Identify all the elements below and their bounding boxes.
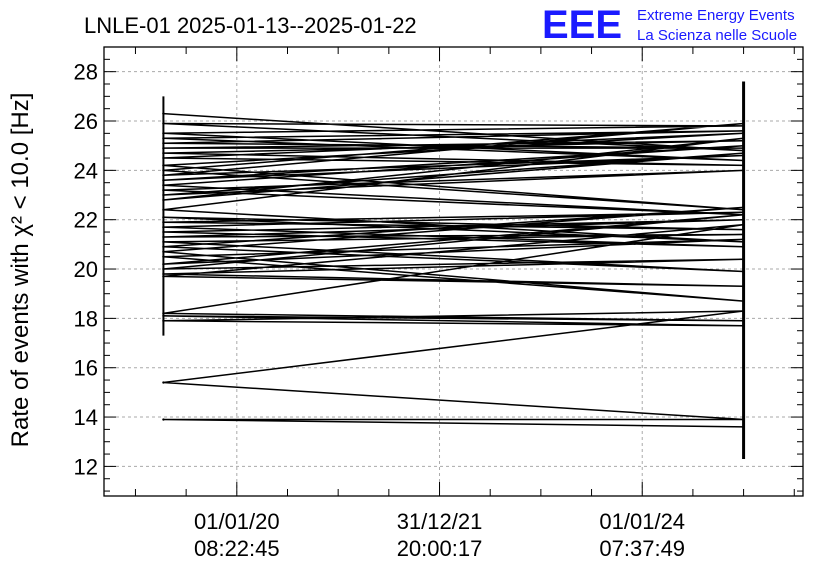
data-point <box>742 245 745 249</box>
data-point <box>162 319 165 323</box>
x-tick-label-date: 01/01/20 <box>194 509 280 534</box>
grid <box>104 47 803 496</box>
data-point <box>742 299 745 303</box>
data-point <box>742 285 745 288</box>
eee-logo: EEE <box>542 3 622 47</box>
x-tick-label-date: 31/12/21 <box>397 509 483 534</box>
y-tick-label: 20 <box>74 257 98 282</box>
labels: LNLE-01 2025-01-13--2025-01-22 EEE Extre… <box>7 3 797 447</box>
data-point <box>162 240 165 244</box>
data-point <box>742 240 745 244</box>
data-point <box>162 112 165 115</box>
data-point <box>162 169 165 172</box>
data-point <box>162 312 165 315</box>
data-point <box>162 179 165 182</box>
plot-frame <box>103 46 804 497</box>
x-tick-label-time: 07:37:49 <box>599 536 685 561</box>
data-point <box>742 137 745 140</box>
brand-name-line2: La Scienza nelle Scuole <box>637 27 797 44</box>
data-point <box>742 213 745 216</box>
y-tick-label: 24 <box>74 158 98 183</box>
data-point <box>742 211 745 214</box>
data-point <box>162 193 165 197</box>
data-point <box>162 230 165 234</box>
data-point <box>742 418 745 421</box>
data-point <box>742 238 745 241</box>
data-point <box>162 151 165 155</box>
y-tick-label: 16 <box>74 356 98 381</box>
data-point <box>162 245 165 249</box>
data-point <box>742 169 745 172</box>
data-point <box>742 139 745 142</box>
data-point <box>162 183 165 187</box>
y-tick-label: 22 <box>74 208 98 233</box>
data-point <box>162 255 165 258</box>
x-tick-label-date: 01/01/24 <box>599 509 685 534</box>
data-point <box>742 233 745 236</box>
data-point <box>742 124 745 128</box>
data-point <box>162 208 165 212</box>
y-tick-label: 18 <box>74 306 98 331</box>
y-tick-label: 26 <box>74 109 98 134</box>
data-point <box>162 174 165 177</box>
x-tick-label-time: 08:22:45 <box>194 536 280 561</box>
chart-title: LNLE-01 2025-01-13--2025-01-22 <box>84 13 417 38</box>
data-point <box>742 159 745 162</box>
data-point <box>162 418 165 421</box>
x-tick-label-time: 20:00:17 <box>397 536 483 561</box>
data-point <box>742 146 745 150</box>
data-point <box>162 381 165 384</box>
data-point <box>162 188 165 192</box>
data-point <box>162 250 165 253</box>
data-point <box>742 223 745 226</box>
data-point <box>162 267 165 271</box>
data-series <box>162 81 746 459</box>
data-point <box>742 319 745 323</box>
data-point <box>162 122 165 125</box>
y-axis-title: Rate of events with χ² < 10.0 [Hz] <box>7 93 34 448</box>
data-point <box>742 270 745 273</box>
data-point <box>742 151 745 155</box>
data-point <box>742 164 745 167</box>
data-point <box>742 129 745 133</box>
data-point <box>162 314 165 318</box>
data-point <box>162 272 165 276</box>
data-point <box>162 216 165 219</box>
data-point <box>742 132 745 135</box>
data-point <box>742 324 745 327</box>
data-point <box>742 122 745 125</box>
data-point <box>742 425 745 429</box>
data-point <box>742 206 745 209</box>
data-point <box>162 142 165 145</box>
data-point <box>162 146 165 150</box>
data-point <box>742 218 745 221</box>
data-point <box>742 144 745 147</box>
y-tick-label: 28 <box>74 60 98 85</box>
data-point <box>742 257 745 261</box>
brand-name-line1: Extreme Energy Events <box>637 7 795 24</box>
y-tick-label: 14 <box>74 405 98 430</box>
data-point <box>162 132 165 135</box>
data-point <box>162 225 165 229</box>
data-point <box>162 220 165 224</box>
data-point <box>162 262 165 266</box>
data-point <box>742 154 745 157</box>
data-point <box>162 137 165 140</box>
data-point <box>162 156 165 160</box>
data-point <box>162 198 165 202</box>
y-tick-label: 12 <box>74 454 98 479</box>
data-point <box>162 235 165 239</box>
data-point <box>742 208 745 212</box>
data-point <box>162 164 165 167</box>
data-point <box>742 228 745 231</box>
data-point <box>162 275 165 278</box>
data-point <box>742 309 745 313</box>
data-point <box>742 149 745 152</box>
series-line <box>163 112 744 428</box>
